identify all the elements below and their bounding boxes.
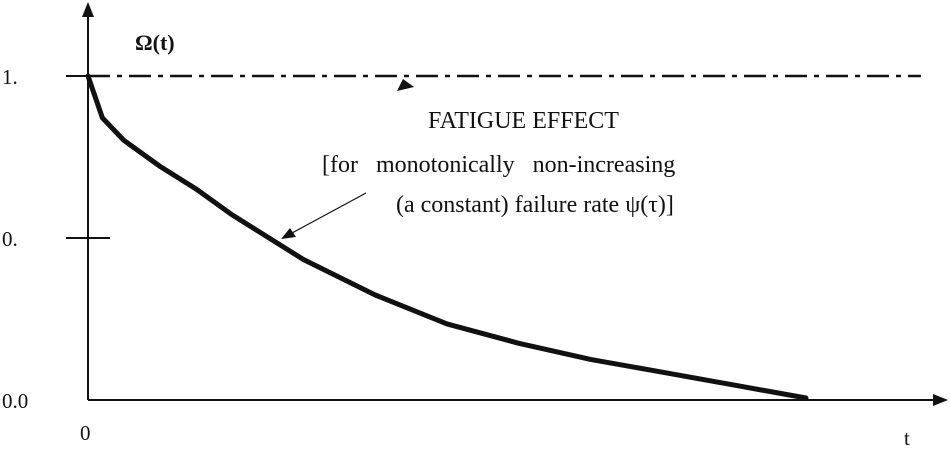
y-tick-label-1: 1. xyxy=(2,65,18,89)
annotation-monotonic-line: [for monotonically non-increasing xyxy=(322,152,675,178)
annotation-arrowhead-top xyxy=(397,79,414,91)
x-axis-label: t xyxy=(904,426,910,450)
annotation-failure-rate: (a constant) failure rate ψ(τ)] xyxy=(396,192,674,218)
annotation-pointer-line xyxy=(291,192,367,234)
y-axis-label: Ω(t) xyxy=(135,30,175,55)
y-axis-arrowhead xyxy=(82,2,94,17)
x-axis-arrowhead xyxy=(933,394,948,406)
annotation-arrowhead-curve xyxy=(281,228,296,239)
annotation-fatigue-effect: FATIGUE EFFECT xyxy=(428,108,619,134)
y-tick-label-3: 0.0 xyxy=(2,389,28,413)
series-fatigue-curve xyxy=(85,73,809,401)
y-tick-label-2: 0. xyxy=(2,227,18,251)
x-tick-label-0: 0 xyxy=(80,421,91,445)
